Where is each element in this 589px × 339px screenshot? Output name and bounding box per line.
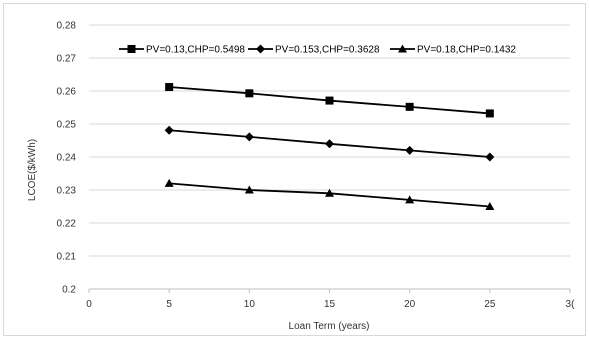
x-tick-label: 0 (86, 299, 92, 310)
data-point-square (165, 83, 174, 92)
data-point-square (245, 89, 254, 98)
data-point-diamond (164, 125, 174, 135)
legend-label: PV=0.13,CHP=0.5498 (146, 45, 245, 56)
x-axis-title: Loan Term (years) (289, 321, 370, 332)
y-axis-ticks: 0.2 0.21 0.22 0.23 0.24 0.25 0.26 0.27 0.28 (57, 21, 77, 296)
y-tick-label: 0.2 (62, 285, 76, 296)
data-point-triangle (244, 185, 254, 194)
y-tick-label: 0.28 (57, 21, 77, 32)
x-tick-label: 20 (404, 299, 416, 310)
x-tick-label: 15 (324, 299, 336, 310)
legend-label: PV=0.153,CHP=0.3628 (275, 45, 380, 56)
x-tick-label: 10 (244, 299, 256, 310)
data-point-square (405, 102, 414, 111)
data-point-triangle (405, 195, 415, 204)
gridlines (89, 24, 570, 257)
legend-diamond-icon (256, 44, 265, 54)
data-point-diamond (485, 152, 495, 162)
legend-triangle-icon (398, 44, 407, 53)
data-point-square (325, 96, 334, 105)
legend-label: PV=0.18,CHP=0.1432 (417, 45, 516, 56)
y-tick-label: 0.25 (57, 120, 77, 131)
axes (88, 288, 571, 293)
y-tick-label: 0.27 (57, 54, 77, 65)
data-point-triangle (325, 188, 334, 197)
legend: PV=0.13,CHP=0.5498 PV=0.153,CHP=0.3628 PV=… (119, 44, 516, 56)
legend-square-icon (127, 45, 136, 53)
data-point-diamond (325, 139, 334, 149)
data-point-triangle (485, 202, 495, 210)
y-tick-label: 0.21 (57, 252, 77, 263)
chart-border (3, 3, 586, 336)
x-tick-label: 5 (166, 299, 172, 310)
series-markers (164, 83, 495, 210)
y-tick-label: 0.23 (57, 186, 77, 197)
data-point-square (485, 109, 494, 118)
x-tick-label: 3( (566, 299, 576, 310)
data-point-triangle (164, 178, 174, 187)
data-point-diamond (405, 145, 415, 155)
y-tick-label: 0.24 (57, 153, 77, 164)
data-point-diamond (244, 132, 254, 142)
x-axis-ticks: 0 5 10 15 20 25 3( (86, 299, 575, 310)
y-tick-label: 0.22 (57, 219, 77, 230)
x-tick-label: 25 (484, 299, 496, 310)
y-tick-label: 0.26 (57, 87, 77, 98)
y-axis-title: LCOE($/kWh) (27, 139, 38, 201)
